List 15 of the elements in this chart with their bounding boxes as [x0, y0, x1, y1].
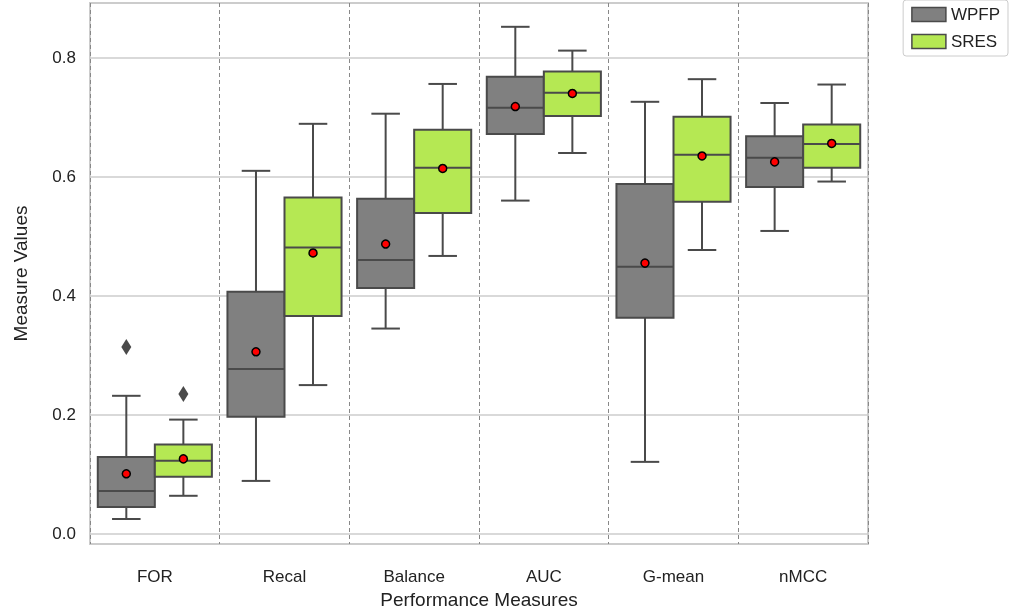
- y-axis-title: Measure Values: [10, 205, 31, 342]
- y-tick-label: 0.0: [52, 524, 76, 544]
- y-tick-label: 0.2: [52, 405, 76, 425]
- x-tick-label: Recal: [262, 567, 307, 586]
- legend-label: WPFP: [950, 5, 1000, 24]
- y-tick-label: 0.4: [52, 286, 76, 306]
- x-tick-label: nMCC: [779, 567, 828, 586]
- x-axis-title: Performance Measures: [380, 588, 578, 610]
- x-tick-label: G-mean: [642, 567, 705, 586]
- x-tick-label: Balance: [383, 567, 445, 586]
- y-tick-label: 0.8: [52, 48, 76, 68]
- y-tick-label: 0.6: [52, 167, 76, 187]
- x-tick-label: FOR: [136, 567, 173, 586]
- legend-label: SRES: [950, 32, 998, 51]
- x-tick-label: AUC: [525, 567, 562, 586]
